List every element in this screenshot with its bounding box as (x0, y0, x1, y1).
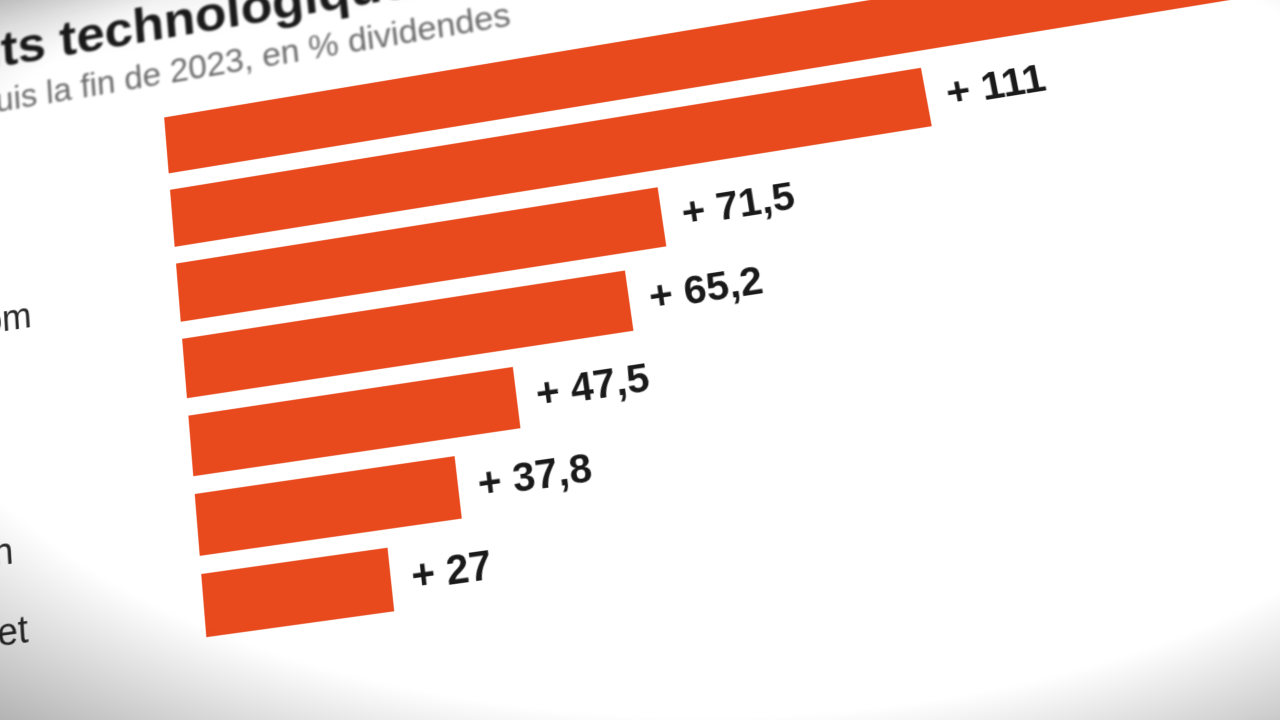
bar-value: + 37,8 (475, 445, 594, 507)
viewport: s géants technologiques riation depuis l… (0, 0, 1280, 720)
bar-fill (201, 548, 394, 638)
bar-chart: + 192Nvidia+ 111Broadcom+ 71,5Meta+ 65,2… (0, 0, 1280, 700)
bar-fill (195, 456, 462, 556)
bar-value: + 65,2 (646, 258, 766, 319)
bar-value: + 111 (942, 57, 1049, 115)
bar-label (0, 145, 166, 195)
bar-value: + 71,5 (679, 174, 798, 235)
bar-label: Alphabet (0, 584, 206, 672)
chart-surface: s géants technologiques riation depuis l… (0, 0, 1280, 720)
bar-value: + 27 (409, 542, 494, 599)
bar-value: + 47,5 (533, 355, 652, 416)
